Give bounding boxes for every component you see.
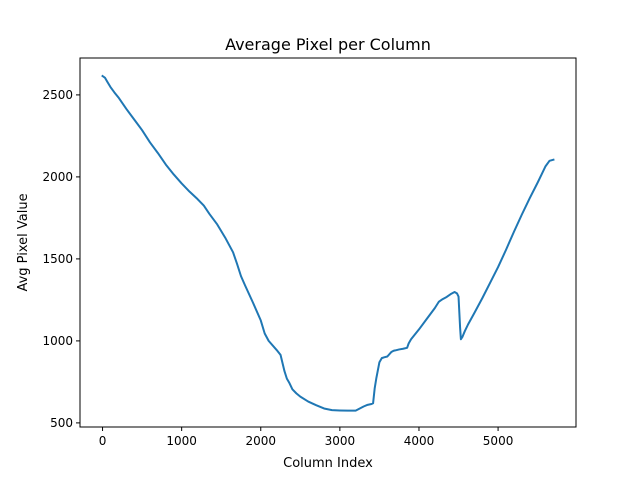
chart-title: Average Pixel per Column (225, 35, 431, 54)
series-line-0 (101, 74, 555, 412)
y-tick-label: 2000 (42, 170, 73, 184)
x-axis-label: Column Index (283, 456, 373, 471)
y-tick-label: 1500 (42, 252, 73, 266)
x-tick-label: 5000 (483, 434, 514, 448)
plot-area (101, 74, 555, 412)
x-tick-label: 4000 (404, 434, 435, 448)
plot-frame (79, 57, 577, 428)
x-tick-label: 3000 (325, 434, 356, 448)
y-axis-ticks: 500 1000 1500 2000 2500 (42, 88, 80, 430)
y-tick-label: 500 (50, 416, 73, 430)
y-tick-label: 1000 (42, 334, 73, 348)
y-tick-label: 2500 (42, 88, 73, 102)
x-tick-label: 0 (99, 434, 107, 448)
x-axis-ticks: 0 1000 2000 3000 4000 5000 (99, 427, 514, 448)
x-tick-label: 2000 (245, 434, 276, 448)
y-axis-label: Avg Pixel Value (16, 193, 31, 291)
x-tick-label: 1000 (166, 434, 197, 448)
